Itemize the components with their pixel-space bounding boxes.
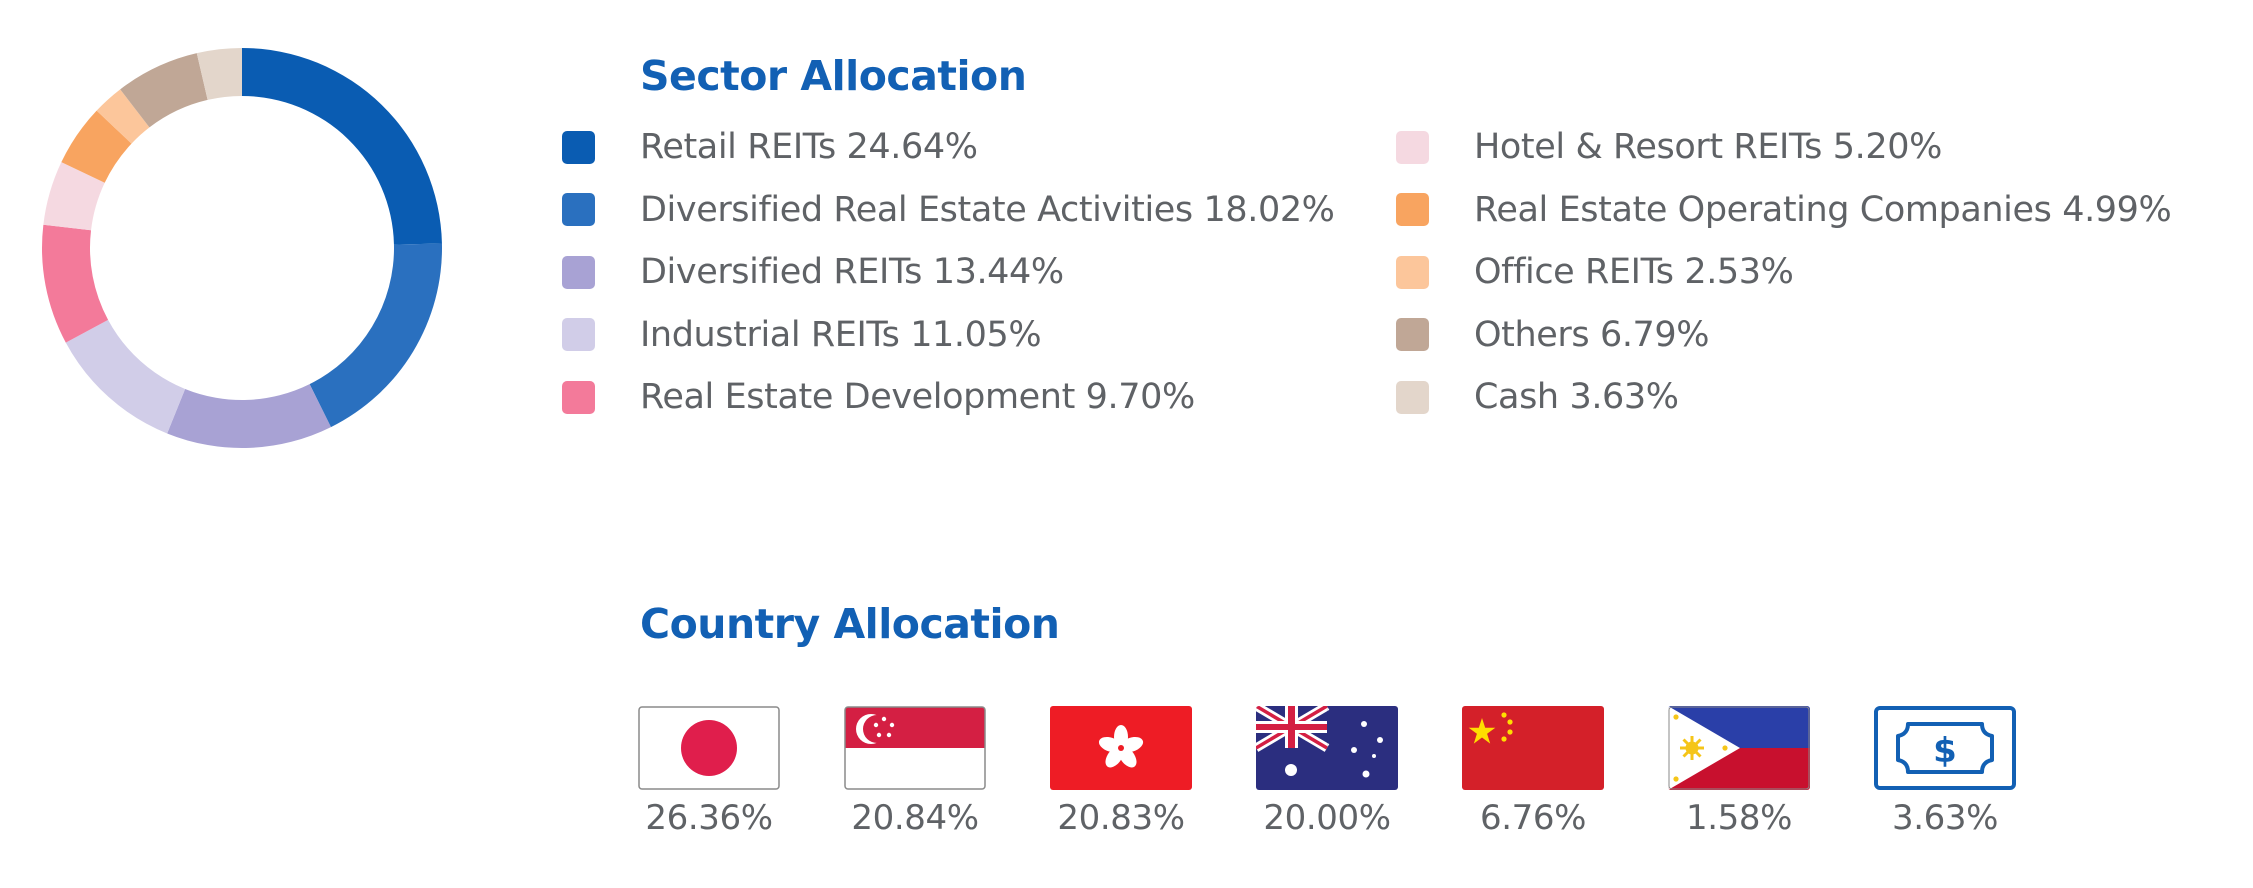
legend-swatch	[1396, 380, 1429, 414]
country-singapore: 20.84%	[840, 706, 990, 838]
sector-donut-chart	[42, 48, 442, 448]
legend-item-industrial-reits: Industrial REITs 11.05%	[562, 304, 1335, 367]
donut-slice-hotel-resort-reits	[43, 162, 105, 231]
country-philippines: 1.58%	[1664, 706, 1814, 838]
donut-slice-diversified-reits	[167, 384, 331, 448]
japan-flag-icon	[638, 706, 780, 790]
cash-icon: $	[1874, 706, 2016, 790]
sector-legend-right: Hotel & Resort REITs 5.20% Real Estate O…	[1396, 116, 2172, 429]
donut-slice-office-reits	[96, 89, 150, 144]
legend-item-diversified-real-estate-activities: Diversified Real Estate Activities 18.02…	[562, 179, 1335, 242]
legend-swatch	[562, 318, 595, 352]
country-hong-kong: 20.83%	[1046, 706, 1196, 838]
hong-kong-flag-icon	[1050, 706, 1192, 790]
legend-label: Real Estate Operating Companies 4.99%	[1474, 189, 2172, 230]
legend-label: Cash 3.63%	[1474, 377, 1679, 418]
donut-slice-real-estate-development	[42, 224, 109, 343]
country-value: 20.84%	[851, 798, 979, 838]
legend-swatch	[562, 380, 595, 414]
legend-swatch	[562, 130, 595, 164]
legend-label: Others 6.79%	[1474, 314, 1710, 355]
legend-item-real-estate-operating-companies: Real Estate Operating Companies 4.99%	[1396, 179, 2172, 242]
legend-swatch	[1396, 193, 1429, 227]
legend-swatch	[562, 193, 595, 227]
singapore-flag-icon	[844, 706, 986, 790]
legend-swatch	[562, 255, 595, 289]
country-china: 6.76%	[1458, 706, 1608, 838]
legend-swatch	[1396, 318, 1429, 352]
legend-label: Diversified Real Estate Activities 18.02…	[640, 189, 1335, 230]
sector-allocation-title: Sector Allocation	[640, 52, 1027, 100]
legend-label: Industrial REITs 11.05%	[640, 314, 1042, 355]
china-flag-icon	[1462, 706, 1604, 790]
donut-slice-real-estate-operating-companies	[61, 110, 132, 183]
country-value: 1.58%	[1685, 798, 1792, 838]
svg-text:$: $	[1933, 731, 1957, 771]
legend-item-cash: Cash 3.63%	[1396, 366, 2171, 429]
philippines-flag-icon	[1668, 706, 1810, 790]
country-japan: 26.36%	[634, 706, 784, 838]
country-value: 6.76%	[1479, 798, 1586, 838]
country-value: 20.83%	[1057, 798, 1185, 838]
donut-slice-retail-reits	[242, 48, 442, 245]
country-value: 3.63%	[1891, 798, 1998, 838]
country-allocation-title: Country Allocation	[640, 600, 1060, 648]
donut-slice-others	[120, 53, 208, 128]
donut-slice-diversified-real-estate-activities	[309, 243, 442, 428]
country-value: 20.00%	[1263, 798, 1391, 838]
country-cash: $ 3.63%	[1870, 706, 2020, 838]
legend-label: Real Estate Development 9.70%	[640, 377, 1195, 418]
legend-label: Hotel & Resort REITs 5.20%	[1474, 127, 1942, 168]
donut-slice-cash	[196, 48, 242, 100]
legend-item-office-reits: Office REITs 2.53%	[1396, 241, 2171, 304]
legend-label: Diversified REITs 13.44%	[640, 252, 1064, 293]
sector-legend-left: Retail REITs 24.64% Diversified Real Est…	[562, 116, 1335, 429]
legend-label: Office REITs 2.53%	[1474, 252, 1794, 293]
legend-item-others: Others 6.79%	[1396, 304, 2171, 367]
legend-swatch	[1396, 255, 1429, 289]
country-australia: 20.00%	[1252, 706, 1402, 838]
donut-slice-industrial-reits	[65, 319, 186, 434]
legend-item-hotel-resort-reits: Hotel & Resort REITs 5.20%	[1396, 116, 2171, 179]
legend-label: Retail REITs 24.64%	[640, 127, 978, 168]
legend-item-real-estate-development: Real Estate Development 9.70%	[562, 366, 1335, 429]
australia-flag-icon	[1256, 706, 1398, 790]
legend-item-diversified-reits: Diversified REITs 13.44%	[562, 241, 1335, 304]
country-value: 26.36%	[645, 798, 773, 838]
legend-swatch	[1396, 130, 1429, 164]
legend-item-retail-reits: Retail REITs 24.64%	[562, 116, 1335, 179]
